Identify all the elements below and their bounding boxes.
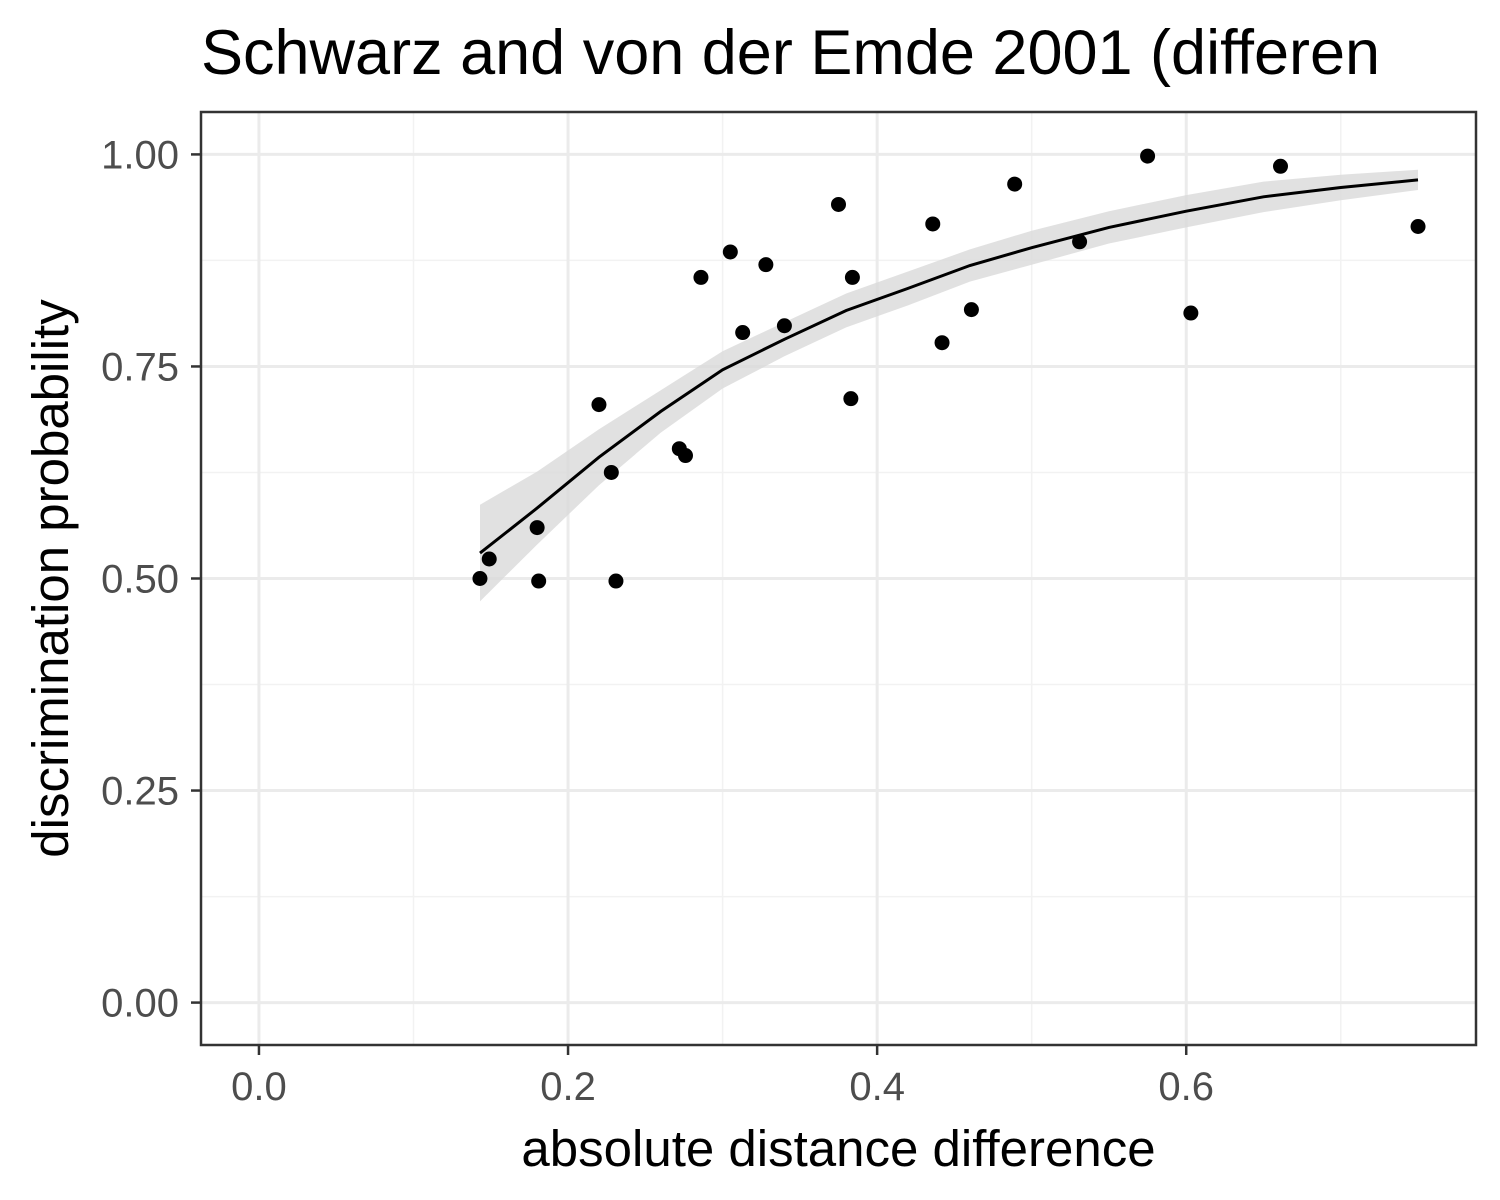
x-axis-title: absolute distance difference xyxy=(521,1120,1155,1177)
data-point-13 xyxy=(776,318,792,334)
plot-panel xyxy=(199,110,1478,1047)
data-point-3 xyxy=(531,573,547,589)
fit-curve xyxy=(479,178,1419,555)
y-tick-label-1: 0.25 xyxy=(101,770,179,814)
x-tick-label-0: 0.0 xyxy=(231,1065,287,1109)
data-point-10 xyxy=(722,244,738,260)
y-tick-label-0: 0.00 xyxy=(101,982,179,1026)
data-point-18 xyxy=(934,335,950,351)
data-point-20 xyxy=(1007,176,1023,192)
data-point-22 xyxy=(1140,148,1156,164)
y-tick-label-4: 1.00 xyxy=(101,133,179,177)
data-point-23 xyxy=(1183,305,1199,321)
data-point-11 xyxy=(735,325,751,341)
y-axis-title: discrimination probability xyxy=(22,299,79,858)
data-point-16 xyxy=(844,269,860,285)
data-point-15 xyxy=(843,391,859,407)
data-point-19 xyxy=(963,302,979,318)
y-axis: 0.00 0.25 0.50 0.75 1.00 xyxy=(101,133,201,1026)
chart-title: Schwarz and von der Emde 2001 (differen xyxy=(201,18,1380,88)
data-point-12 xyxy=(758,257,774,273)
data-point-9 xyxy=(693,269,709,285)
data-point-25 xyxy=(1410,219,1426,235)
y-tick-label-2: 0.50 xyxy=(101,558,179,602)
data-point-2 xyxy=(529,520,545,536)
data-points xyxy=(472,148,1426,589)
data-point-8 xyxy=(678,448,693,464)
data-point-1 xyxy=(481,551,497,567)
x-tick-label-3: 0.6 xyxy=(1158,1065,1214,1109)
data-point-14 xyxy=(831,196,846,212)
data-point-24 xyxy=(1273,158,1288,174)
data-point-21 xyxy=(1072,234,1088,250)
data-point-0 xyxy=(472,571,488,586)
x-tick-label-1: 0.2 xyxy=(540,1065,596,1109)
data-point-17 xyxy=(925,216,941,232)
x-tick-label-2: 0.4 xyxy=(849,1065,905,1109)
data-point-6 xyxy=(608,573,624,589)
major-gridlines xyxy=(201,112,1476,1045)
data-point-4 xyxy=(591,397,607,413)
data-point-5 xyxy=(603,464,619,480)
y-tick-label-3: 0.75 xyxy=(101,345,179,389)
x-axis: 0.0 0.2 0.4 0.6 xyxy=(231,1045,1214,1109)
